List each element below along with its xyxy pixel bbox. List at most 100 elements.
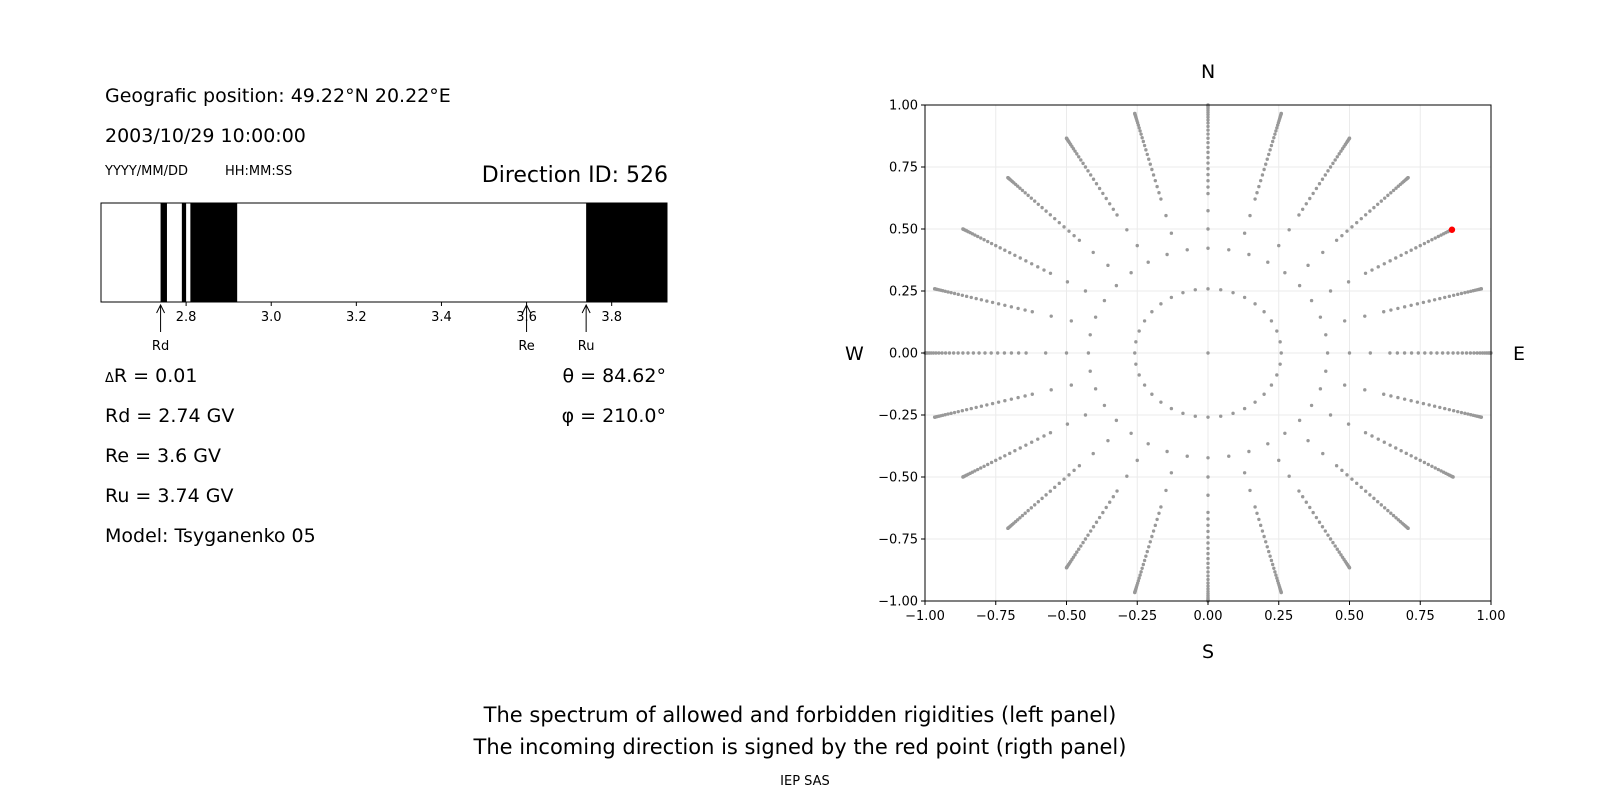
direction-point bbox=[1206, 581, 1210, 585]
direction-point bbox=[1142, 143, 1147, 148]
direction-point bbox=[973, 469, 977, 473]
direction-point bbox=[1036, 437, 1040, 441]
direction-point bbox=[961, 227, 965, 231]
date-format-label: YYYY/MM/DD bbox=[105, 164, 188, 179]
direction-point bbox=[1347, 136, 1352, 140]
spectrum-tick-label: 3.2 bbox=[346, 310, 367, 325]
direction-point bbox=[1159, 302, 1163, 306]
direction-point bbox=[977, 351, 981, 355]
direction-point bbox=[1347, 566, 1352, 570]
direction-point bbox=[1409, 399, 1413, 403]
direction-point bbox=[1320, 177, 1325, 181]
direction-point bbox=[989, 351, 993, 355]
direction-point bbox=[1133, 351, 1137, 355]
direction-point bbox=[1436, 467, 1441, 472]
direction-point bbox=[1342, 319, 1347, 323]
direction-point bbox=[1097, 186, 1102, 191]
direction-point bbox=[1147, 545, 1151, 549]
direction-point bbox=[1023, 511, 1027, 515]
direction-point bbox=[1394, 446, 1398, 450]
direction-point bbox=[1206, 128, 1210, 132]
direction-point bbox=[1083, 413, 1088, 417]
direction-point bbox=[1279, 351, 1283, 355]
direction-point bbox=[1206, 179, 1210, 183]
direction-point bbox=[1422, 241, 1427, 246]
y-tick-label: −0.50 bbox=[878, 471, 918, 486]
direction-point bbox=[1337, 550, 1341, 554]
direction-point bbox=[1081, 540, 1085, 545]
direction-point bbox=[996, 400, 1001, 404]
direction-point bbox=[1139, 570, 1143, 574]
direction-point bbox=[1456, 351, 1460, 355]
direction-point bbox=[1003, 454, 1007, 458]
direction-point bbox=[1206, 115, 1210, 119]
direction-point bbox=[1193, 414, 1197, 418]
spectrum-frame bbox=[100, 202, 668, 303]
direction-point bbox=[1206, 541, 1210, 545]
direction-point bbox=[1318, 315, 1323, 319]
direction-point bbox=[1379, 503, 1384, 507]
east-label: E bbox=[1513, 343, 1526, 365]
marker-arrowhead bbox=[522, 303, 532, 314]
direction-point bbox=[1137, 576, 1141, 580]
direction-point bbox=[994, 458, 998, 463]
direction-point bbox=[1409, 454, 1413, 458]
theta-value: θ = 84.62° bbox=[562, 365, 666, 387]
direction-point bbox=[1009, 397, 1014, 401]
direction-point bbox=[961, 351, 965, 355]
direction-point bbox=[1272, 135, 1276, 140]
marker-label-rd: Rd bbox=[152, 339, 169, 354]
y-tick-label: 0.50 bbox=[889, 223, 918, 238]
direction-point bbox=[1253, 197, 1257, 201]
direction-point bbox=[996, 302, 1001, 306]
direction-point bbox=[1242, 471, 1247, 475]
direction-point bbox=[1270, 562, 1275, 567]
direction-point bbox=[1395, 351, 1400, 355]
direction-point bbox=[1258, 178, 1263, 183]
direction-point bbox=[1206, 121, 1210, 125]
direction-point bbox=[1062, 477, 1066, 481]
spectrum-tick-label: 3.0 bbox=[261, 310, 282, 325]
direction-point bbox=[1020, 188, 1025, 193]
direction-point bbox=[1083, 165, 1088, 169]
direction-point bbox=[1023, 308, 1027, 312]
direction-point bbox=[946, 412, 950, 416]
direction-point bbox=[1086, 169, 1090, 173]
direction-point bbox=[1267, 549, 1271, 554]
direction-point bbox=[1231, 290, 1235, 295]
direction-point bbox=[1451, 475, 1455, 479]
direction-point bbox=[1150, 534, 1154, 539]
direction-point bbox=[1335, 547, 1339, 551]
direction-point bbox=[1142, 558, 1147, 563]
direction-point bbox=[1272, 566, 1276, 571]
direction-point bbox=[1421, 300, 1426, 305]
direction-point bbox=[1088, 333, 1092, 337]
direction-point bbox=[1300, 207, 1305, 211]
direction-point bbox=[1008, 250, 1012, 255]
direction-point bbox=[1013, 449, 1017, 453]
direction-point bbox=[1270, 139, 1275, 144]
direction-point bbox=[1181, 290, 1185, 295]
direction-point bbox=[1134, 340, 1138, 344]
direction-point bbox=[1097, 515, 1102, 520]
direction-point bbox=[1002, 351, 1007, 355]
direction-point bbox=[1093, 387, 1098, 391]
direction-point bbox=[1044, 493, 1048, 497]
direction-point bbox=[1036, 500, 1040, 504]
direction-point bbox=[1146, 260, 1150, 264]
direction-point bbox=[983, 351, 987, 355]
direction-point bbox=[1075, 550, 1079, 554]
direction-point bbox=[1151, 173, 1156, 177]
direction-point bbox=[1262, 392, 1266, 396]
direction-point bbox=[1169, 295, 1174, 300]
direction-point bbox=[1053, 216, 1057, 221]
direction-point bbox=[1334, 464, 1339, 468]
direction-point bbox=[1287, 474, 1291, 478]
direction-point bbox=[949, 411, 953, 416]
direction-points bbox=[923, 103, 1493, 603]
direction-point bbox=[1418, 458, 1422, 463]
direction-point bbox=[1363, 431, 1368, 435]
direction-point bbox=[1275, 576, 1279, 580]
direction-point bbox=[1144, 554, 1148, 558]
direction-point bbox=[1283, 271, 1287, 275]
